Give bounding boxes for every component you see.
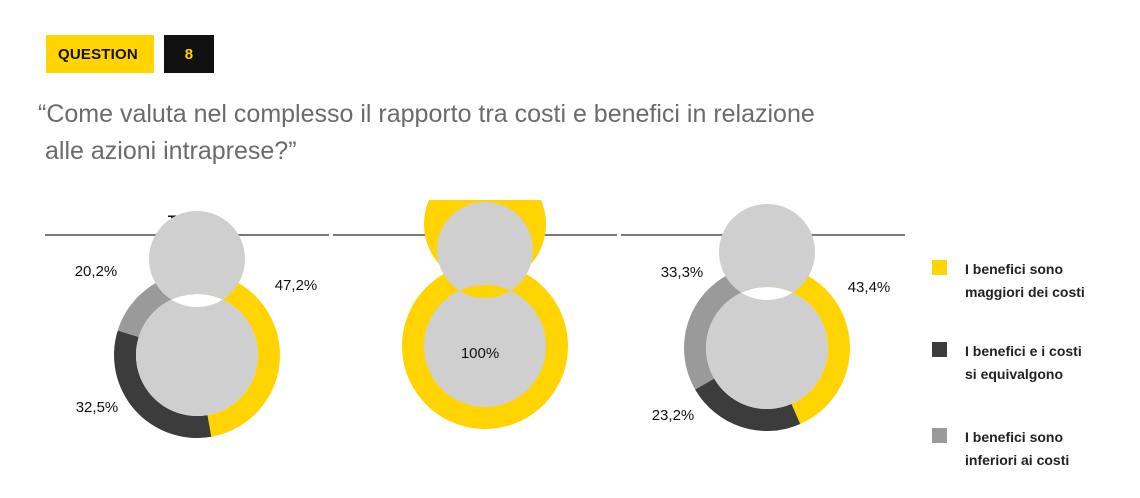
data-label-leader-maggiori: 100% bbox=[461, 345, 499, 362]
slice-italia-equivalgono bbox=[695, 378, 801, 431]
slice-totale-maggiori bbox=[197, 272, 281, 437]
data-label-italia-equivalgono: 23,2% bbox=[652, 407, 695, 424]
data-label-totale-equivalgono: 32,5% bbox=[76, 399, 119, 416]
legend-item-maggiori: I benefici sono maggiori dei costi bbox=[932, 258, 1090, 304]
legend-item-equivalgono: I benefici e i costi si equivalgono bbox=[932, 340, 1090, 386]
data-label-totale-maggiori: 47,2% bbox=[275, 277, 318, 294]
question-text: “Come valuta nel complesso il rapporto t… bbox=[38, 96, 898, 170]
legend-swatch-maggiori bbox=[932, 260, 947, 275]
question-number: 8 bbox=[163, 35, 214, 73]
legend-label-inferiori: I benefici sono inferiori ai costi bbox=[965, 429, 1070, 468]
data-label-italia-inferiori: 33,3% bbox=[661, 264, 704, 281]
question-line-1: “Come valuta nel complesso il rapporto t… bbox=[38, 100, 815, 128]
data-label-italia-maggiori: 43,4% bbox=[848, 279, 891, 296]
inner-ring-leader bbox=[423, 202, 546, 407]
legend-label-maggiori: I benefici sono maggiori dei costi bbox=[965, 261, 1085, 300]
legend-swatch-equivalgono bbox=[932, 342, 947, 357]
legend-label-equivalgono: I benefici e i costi si equivalgono bbox=[965, 343, 1082, 382]
question-badge: QUESTION 8 bbox=[46, 35, 214, 73]
question-badge-label: QUESTION bbox=[46, 35, 154, 73]
slice-italia-inferiori bbox=[684, 265, 767, 390]
data-label-totale-inferiori: 20,2% bbox=[75, 263, 118, 280]
inner-ring-totale bbox=[135, 211, 258, 416]
legend-swatch-inferiori bbox=[932, 428, 947, 443]
inner-ring-italia bbox=[705, 204, 828, 409]
charts-area: Totale Leader Italia 47,2%32,5%20,2%100%… bbox=[45, 200, 905, 490]
donut-charts: 47,2% 32,5% 20,2% 100% 43,4% 23,2% 33,3% bbox=[75, 200, 891, 438]
slice-totale-equivalgono bbox=[113, 330, 212, 438]
slice-italia-maggiori bbox=[767, 265, 850, 425]
legend-item-inferiori: I benefici sono inferiori ai costi bbox=[932, 426, 1090, 472]
question-line-2: alle azioni intraprese?” bbox=[45, 137, 297, 165]
